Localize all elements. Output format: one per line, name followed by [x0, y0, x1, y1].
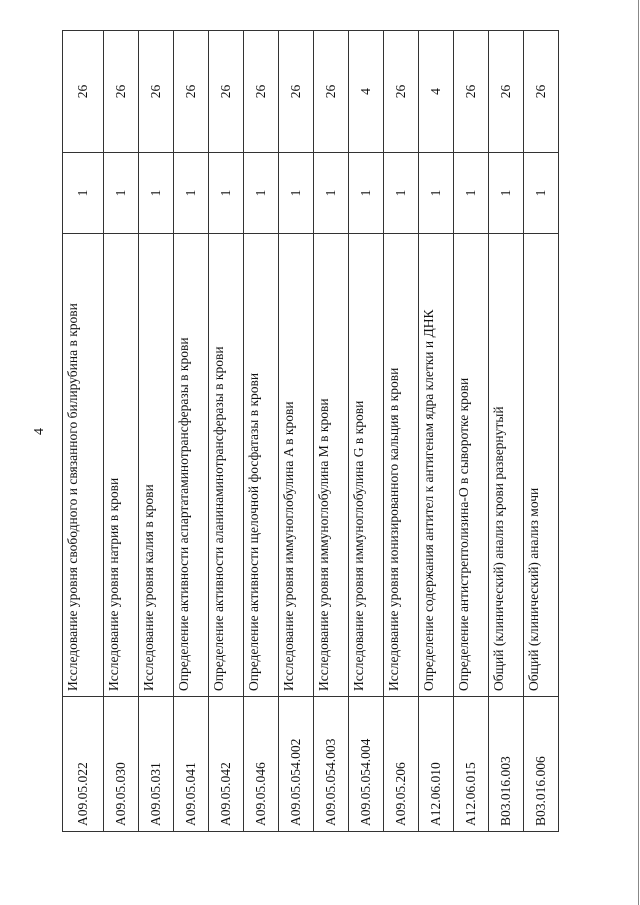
page-edge: [638, 0, 639, 905]
name-cell: Общий (клинический) анализ крови разверн…: [488, 233, 524, 697]
quantity-cell: 1: [243, 152, 279, 234]
quantity-cell: 1: [208, 152, 244, 234]
quantity-cell: 1: [488, 152, 524, 234]
value-cell: 26: [138, 30, 174, 153]
name-cell: Определение активности аспартатаминотран…: [173, 233, 209, 697]
services-table: A09.05.022 Исследование уровня свободного…: [62, 30, 559, 832]
quantity-cell: 1: [453, 152, 489, 234]
name-cell: Исследование уровня иммуноглобулина M в …: [313, 233, 349, 697]
name-cell: Исследование уровня иммуноглобулина G в …: [348, 233, 384, 697]
quantity-cell: 1: [383, 152, 419, 234]
table-row: B03.016.006 Общий (клинический) анализ мо…: [523, 30, 559, 832]
table-row: A09.05.206 Исследование уровня ионизирова…: [383, 30, 419, 832]
quantity-cell: 1: [103, 152, 139, 234]
code-cell: B03.016.003: [488, 696, 524, 832]
quantity-cell: 1: [418, 152, 454, 234]
quantity-cell: 1: [348, 152, 384, 234]
table-row: A09.05.046 Определение активности щелочно…: [243, 30, 279, 832]
name-cell: Исследование уровня ионизированного каль…: [383, 233, 419, 697]
value-cell: 26: [278, 30, 314, 153]
code-cell: A09.05.022: [62, 696, 104, 832]
name-cell: Определение активности щелочной фосфатаз…: [243, 233, 279, 697]
table-row: A09.05.054.002 Исследование уровня иммуно…: [278, 30, 314, 832]
quantity-cell: 1: [173, 152, 209, 234]
table-row: A09.05.031 Исследование уровня калия в кр…: [138, 30, 174, 832]
value-cell: 26: [173, 30, 209, 153]
quantity-cell: 1: [523, 152, 559, 234]
table-row: A12.06.010 Определение содержания антител…: [418, 30, 454, 832]
code-cell: A09.05.041: [173, 696, 209, 832]
value-cell: 26: [523, 30, 559, 153]
code-cell: A09.05.042: [208, 696, 244, 832]
code-cell: A12.06.015: [453, 696, 489, 832]
table-row: A09.05.054.004 Исследование уровня иммуно…: [348, 30, 384, 832]
quantity-cell: 1: [62, 152, 104, 234]
code-cell: A09.05.031: [138, 696, 174, 832]
name-cell: Исследование уровня натрия в крови: [103, 233, 139, 697]
code-cell: B03.016.006: [523, 696, 559, 832]
name-cell: Определение активности аланинаминотрансф…: [208, 233, 244, 697]
quantity-cell: 1: [138, 152, 174, 234]
table-row: A09.05.054.003 Исследование уровня иммуно…: [313, 30, 349, 832]
code-cell: A09.05.054.002: [278, 696, 314, 832]
value-cell: 4: [348, 30, 384, 153]
code-cell: A09.05.030: [103, 696, 139, 832]
name-cell: Исследование уровня калия в крови: [138, 233, 174, 697]
name-cell: Общий (клинический) анализ мочи: [523, 233, 559, 697]
code-cell: A09.05.054.003: [313, 696, 349, 832]
value-cell: 26: [208, 30, 244, 153]
page-number: 4: [32, 428, 47, 435]
code-cell: A09.05.054.004: [348, 696, 384, 832]
value-cell: 26: [62, 30, 104, 153]
value-cell: 26: [383, 30, 419, 153]
value-cell: 26: [103, 30, 139, 153]
quantity-cell: 1: [313, 152, 349, 234]
code-cell: A09.05.046: [243, 696, 279, 832]
table-row: A09.05.042 Определение активности аланина…: [208, 30, 244, 832]
value-cell: 26: [313, 30, 349, 153]
table-row: A09.05.041 Определение активности аспарта…: [173, 30, 209, 832]
table-row: A12.06.015 Определение антистрептолизина-…: [453, 30, 489, 832]
name-cell: Исследование уровня свободного и связанн…: [62, 233, 104, 697]
value-cell: 26: [243, 30, 279, 153]
code-cell: A09.05.206: [383, 696, 419, 832]
table-row: A09.05.022 Исследование уровня свободного…: [62, 30, 104, 832]
table-row: A09.05.030 Исследование уровня натрия в к…: [103, 30, 139, 832]
name-cell: Определение содержания антител к антиген…: [418, 233, 454, 697]
value-cell: 4: [418, 30, 454, 153]
table-row: B03.016.003 Общий (клинический) анализ кр…: [488, 30, 524, 832]
quantity-cell: 1: [278, 152, 314, 234]
name-cell: Исследование уровня иммуноглобулина A в …: [278, 233, 314, 697]
value-cell: 26: [453, 30, 489, 153]
value-cell: 26: [488, 30, 524, 153]
name-cell: Определение антистрептолизина-O в сыворо…: [453, 233, 489, 697]
code-cell: A12.06.010: [418, 696, 454, 832]
